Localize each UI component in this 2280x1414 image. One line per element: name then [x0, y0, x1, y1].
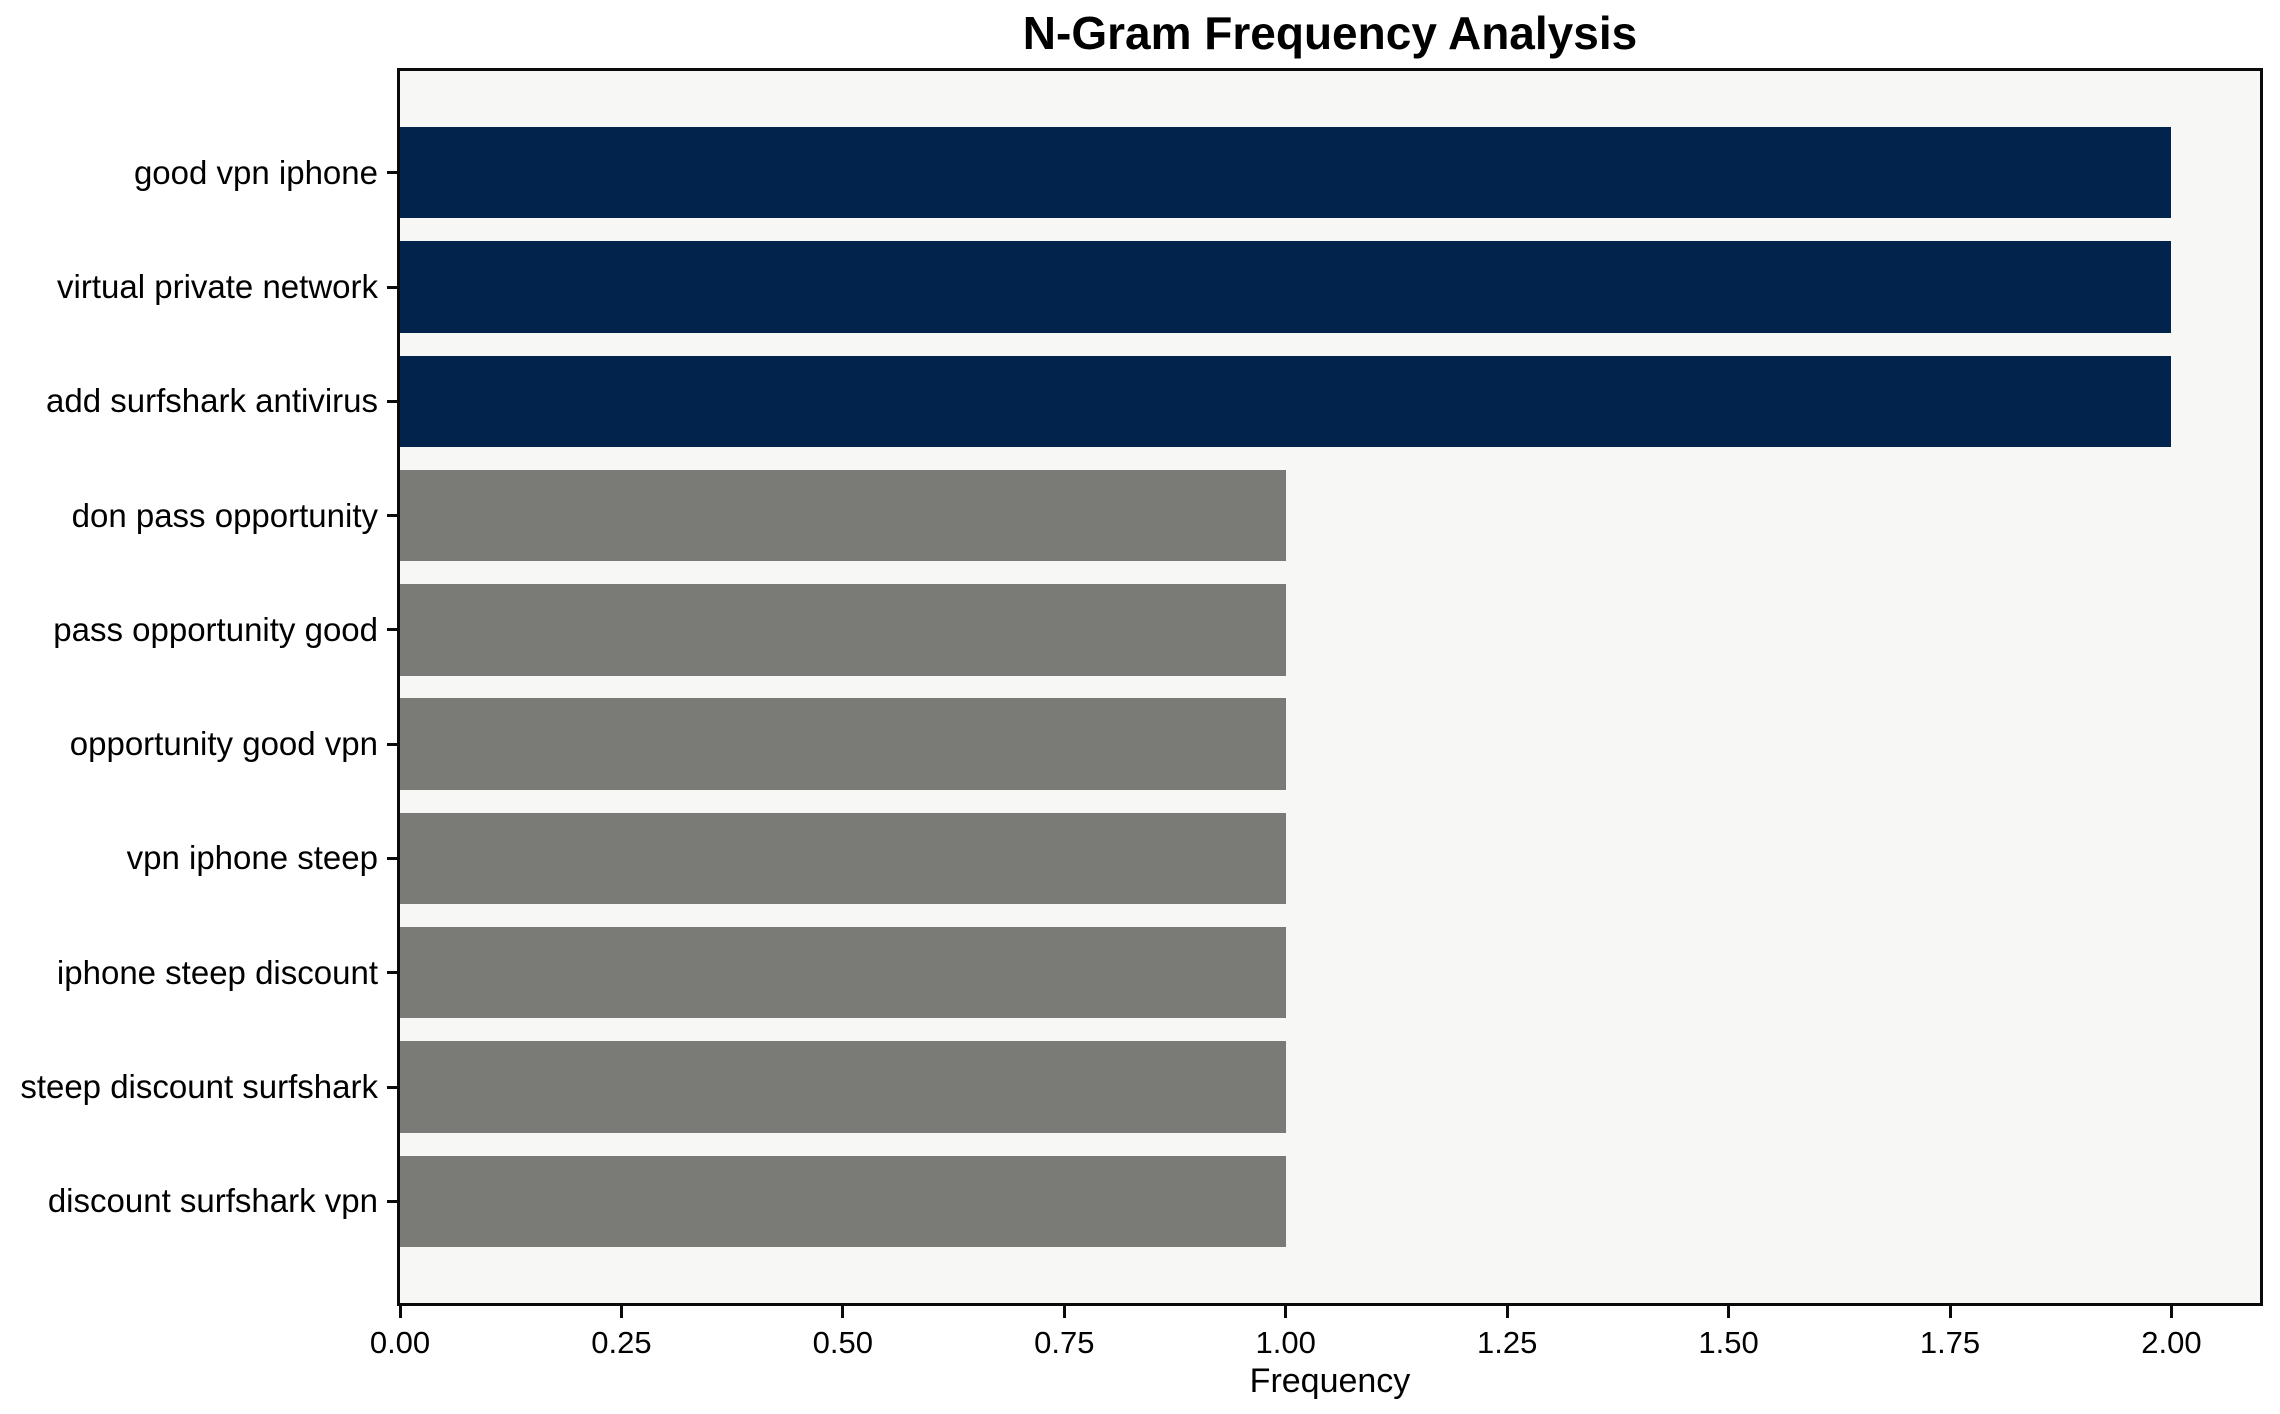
x-tick: [1284, 1306, 1288, 1318]
x-tick: [1505, 1306, 1509, 1318]
x-tick: [2169, 1306, 2173, 1318]
y-tick-label: pass opportunity good: [53, 610, 378, 648]
y-tick: [387, 285, 397, 289]
bar-add-surfshark-antivirus: [400, 355, 2172, 447]
bar-don-pass-opportunity: [400, 469, 1286, 562]
y-tick-label: discount surfshark vpn: [47, 1182, 378, 1220]
y-tick: [387, 628, 397, 632]
x-tick-label: 1.50: [1698, 1325, 1759, 1360]
y-tick-label: iphone steep discount: [56, 953, 378, 991]
bar-opportunity-good-vpn: [400, 698, 1286, 790]
y-tick: [387, 1085, 397, 1089]
bar-iphone-steep-discount: [400, 927, 1286, 1019]
y-tick: [387, 971, 397, 975]
y-tick: [387, 856, 397, 860]
x-tick: [619, 1306, 623, 1318]
x-tick-label: 2.00: [2141, 1325, 2202, 1360]
y-tick-label: don pass opportunity: [71, 496, 378, 534]
bar-virtual-private-network: [400, 241, 2172, 333]
x-tick-label: 0.25: [591, 1325, 652, 1360]
x-tick: [398, 1306, 402, 1318]
x-tick-label: 0.75: [1034, 1325, 1095, 1360]
x-tick-label: 1.25: [1476, 1325, 1538, 1360]
y-tick-label: vpn iphone steep: [126, 839, 378, 877]
y-tick: [387, 514, 397, 518]
y-tick-label: steep discount surfshark: [20, 1068, 378, 1105]
y-tick: [387, 1199, 397, 1203]
bar-steep-discount-surfshark: [400, 1041, 1286, 1133]
bar-good-vpn-iphone: [400, 127, 2172, 219]
x-tick: [1062, 1306, 1066, 1318]
x-tick: [1727, 1306, 1731, 1318]
y-tick-label: good vpn iphone: [133, 153, 378, 191]
bar-discount-surfshark-vpn: [400, 1155, 1286, 1247]
x-tick-label: 1.00: [1255, 1325, 1316, 1360]
x-tick-label: 1.75: [1919, 1325, 1981, 1360]
y-tick: [387, 742, 397, 746]
y-tick: [387, 399, 397, 403]
bar-vpn-iphone-steep: [400, 812, 1286, 905]
y-tick-label: virtual private network: [57, 268, 378, 305]
y-tick-label: add surfshark antivirus: [46, 382, 378, 420]
x-axis-title: Frequency: [1249, 1362, 1411, 1400]
bar-pass-opportunity-good: [400, 584, 1286, 676]
x-tick: [1948, 1306, 1952, 1318]
y-tick: [387, 171, 397, 175]
x-tick: [841, 1306, 845, 1318]
chart-title: N-Gram Frequency Analysis: [1022, 7, 1638, 59]
x-tick-label: 0.50: [812, 1325, 874, 1360]
y-tick-label: opportunity good vpn: [69, 725, 378, 763]
x-tick-label: 0.00: [369, 1325, 431, 1360]
